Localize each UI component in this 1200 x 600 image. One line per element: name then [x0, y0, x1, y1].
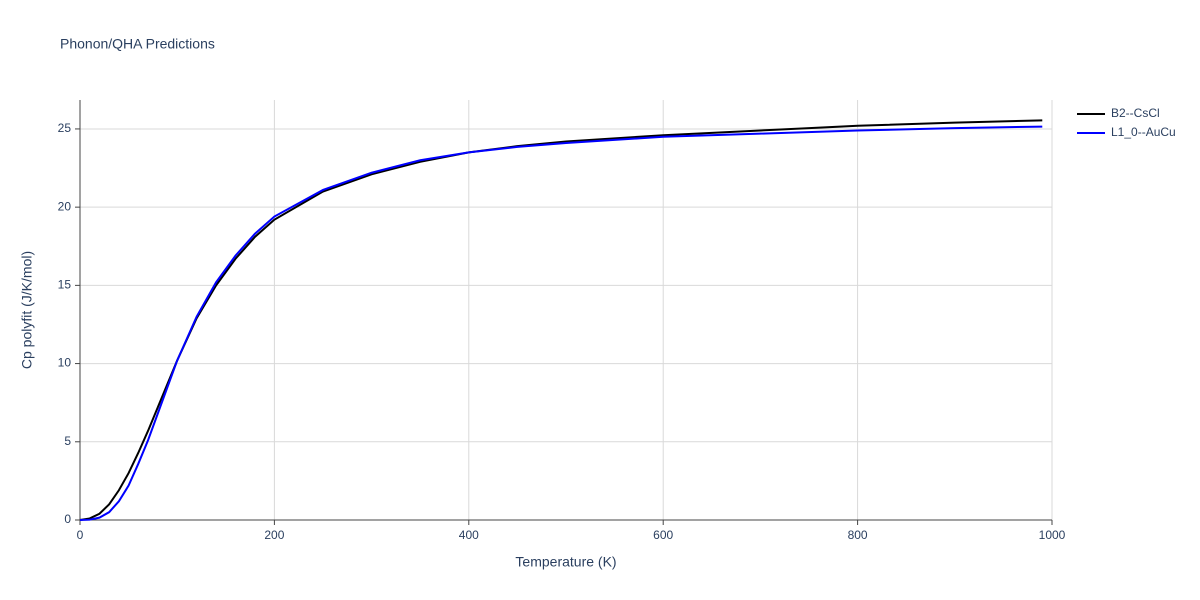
y-tick-label: 25 [58, 121, 72, 135]
x-tick-label: 800 [848, 528, 868, 542]
y-axis-label: Cp polyfit (J/K/mol) [19, 251, 35, 369]
y-tick-label: 20 [58, 199, 72, 213]
x-tick-label: 1000 [1039, 528, 1066, 542]
x-tick-label: 400 [459, 528, 479, 542]
x-tick-label: 200 [264, 528, 284, 542]
legend-label: L1_0--AuCu [1111, 125, 1176, 139]
series-line [79, 119, 1043, 521]
series-line [79, 125, 1043, 521]
chart-title: Phonon/QHA Predictions [60, 36, 215, 52]
y-tick-label: 10 [58, 356, 72, 370]
y-tick-label: 5 [64, 434, 71, 448]
legend-label: B2--CsCl [1111, 106, 1160, 120]
x-tick-label: 600 [653, 528, 673, 542]
x-tick-label: 0 [77, 528, 84, 542]
x-axis-label: Temperature (K) [515, 554, 616, 570]
y-tick-label: 15 [58, 278, 72, 292]
y-tick-label: 0 [64, 512, 71, 526]
